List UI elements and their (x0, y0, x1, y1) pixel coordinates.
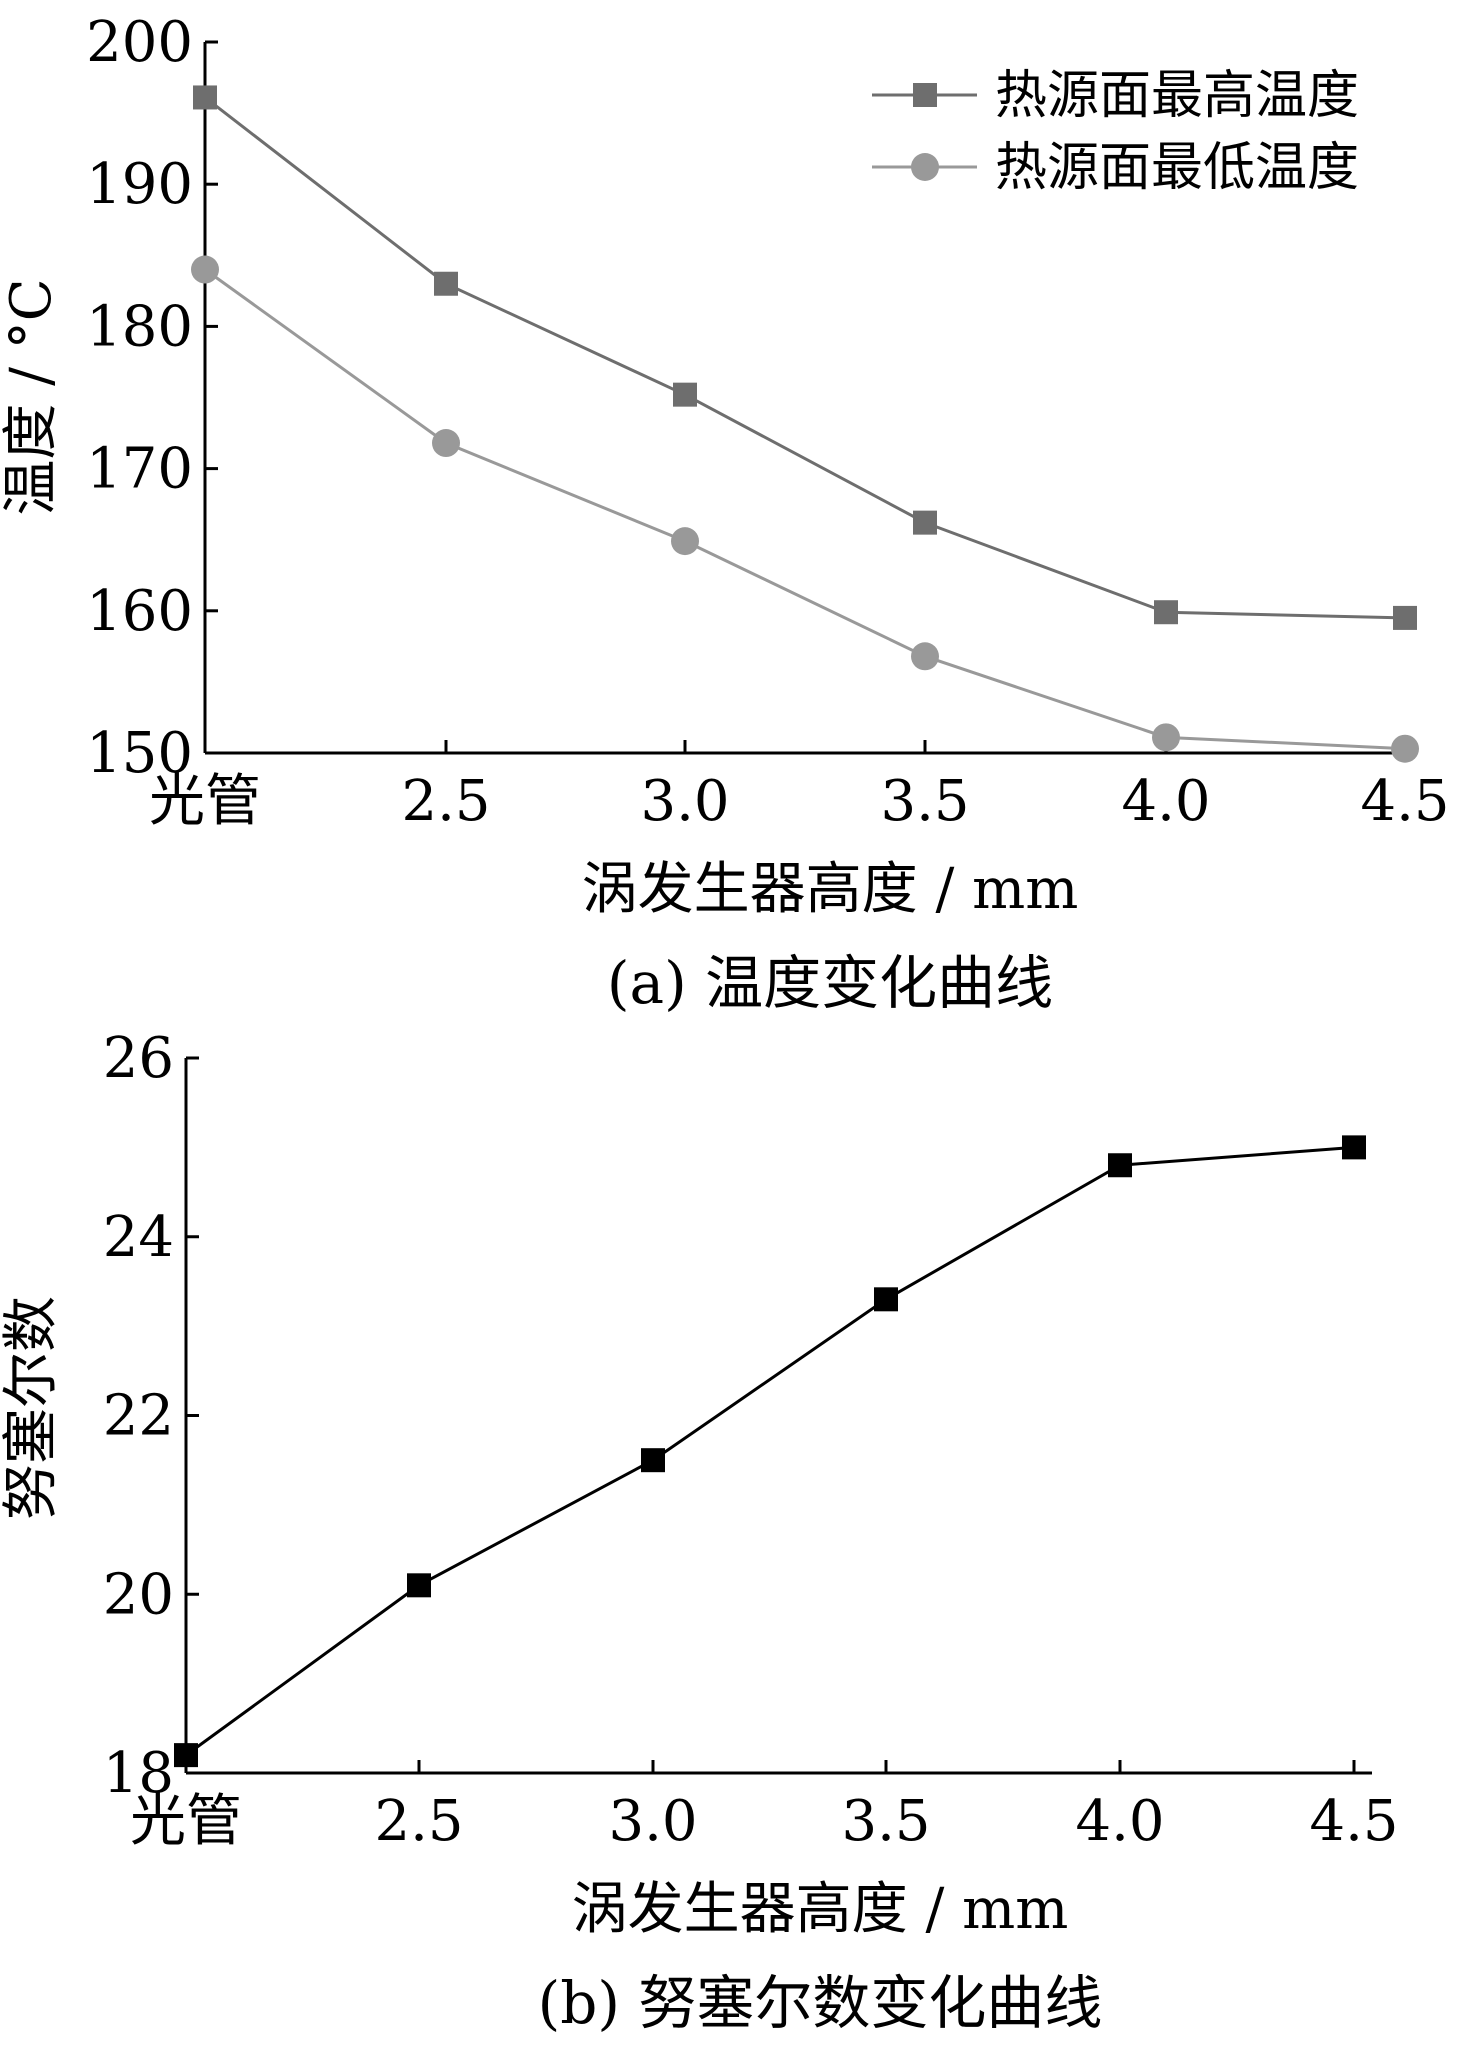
panel-b-x-axis-title: 涡发生器高度 / mm (572, 1877, 1069, 1942)
panel-a-x-ticks: 光管 2.5 3.0 3.5 4.0 4.5 (149, 740, 1450, 834)
data-point (174, 1743, 198, 1768)
x-tick-label: 4.0 (1075, 1789, 1164, 1854)
x-tick-label: 光管 (149, 769, 261, 834)
panel-a-x-axis-title: 涡发生器高度 / mm (582, 857, 1079, 922)
y-tick-label: 160 (86, 579, 193, 644)
data-point (434, 271, 458, 296)
panel-a-caption: (a) 温度变化曲线 (607, 949, 1053, 1017)
data-point (874, 1287, 898, 1312)
y-tick-label: 18 (103, 1741, 174, 1806)
data-point (913, 510, 937, 535)
panel-a-legend: 热源面最高温度 热源面最低温度 (872, 66, 1359, 198)
y-tick-label: 150 (86, 721, 193, 786)
series-line-2 (204, 268, 1406, 751)
data-point (1152, 723, 1180, 752)
panel-b-x-ticks: 光管 2.5 3.0 3.5 4.0 4.5 (130, 1760, 1399, 1854)
panel-a-y-axis-title: 温度 / °C (0, 278, 64, 515)
panel-b-series (174, 1135, 1366, 1768)
data-point (1391, 734, 1419, 763)
panel-a-y-ticks: 150 160 170 180 190 200 (86, 10, 218, 786)
legend-max-label: 热源面最高温度 (995, 66, 1359, 126)
y-tick-label: 170 (86, 437, 193, 502)
panel-b-caption: (b) 努塞尔数变化曲线 (538, 1969, 1103, 2037)
data-point (671, 527, 699, 556)
x-tick-label: 3.0 (640, 769, 729, 834)
data-point (641, 1448, 665, 1473)
series-line-1 (204, 96, 1406, 620)
y-tick-label: 200 (86, 10, 193, 75)
panel-b-y-ticks: 18 20 22 24 26 (103, 1026, 199, 1806)
x-tick-label: 3.5 (841, 1789, 930, 1854)
x-tick-label: 3.5 (880, 769, 969, 834)
panel-a: 150 160 170 180 190 200 光管 2.5 3.0 3.5 4.0 4.5 温度 … (0, 10, 1450, 1017)
legend-max-marker (913, 83, 937, 107)
legend-entry-max: 热源面最高温度 (872, 66, 1359, 126)
data-point (1393, 605, 1417, 630)
data-point (1108, 1153, 1132, 1178)
x-tick-label: 2.5 (374, 1789, 463, 1854)
data-point (432, 429, 460, 458)
y-tick-label: 180 (86, 294, 193, 359)
data-point (673, 382, 697, 407)
x-tick-label: 4.5 (1360, 769, 1449, 834)
data-point (1154, 600, 1178, 625)
data-point (193, 85, 217, 110)
x-tick-label: 3.0 (608, 1789, 697, 1854)
data-point (1342, 1135, 1366, 1160)
data-point (191, 255, 219, 284)
panel-a-series (191, 85, 1419, 763)
legend-min-label: 热源面最低温度 (995, 138, 1359, 198)
legend-entry-min: 热源面最低温度 (872, 138, 1359, 198)
data-point (407, 1573, 431, 1598)
series-line-1 (185, 1145, 1355, 1757)
y-tick-label: 26 (103, 1026, 174, 1091)
x-tick-label: 2.5 (401, 769, 490, 834)
panel-b: 18 20 22 24 26 光管 2.5 3.0 3.5 4.0 4.5 努塞尔数 涡发生器高度… (0, 1026, 1399, 2037)
y-tick-label: 20 (103, 1562, 174, 1627)
x-tick-label: 光管 (130, 1789, 242, 1854)
x-tick-label: 4.5 (1309, 1789, 1398, 1854)
y-tick-label: 24 (103, 1205, 174, 1270)
data-point (911, 642, 939, 671)
panel-b-y-axis-title: 努塞尔数 (0, 1296, 64, 1520)
legend-min-marker (911, 153, 939, 181)
y-tick-label: 190 (86, 152, 193, 217)
x-tick-label: 4.0 (1121, 769, 1210, 834)
y-tick-label: 22 (103, 1384, 174, 1449)
